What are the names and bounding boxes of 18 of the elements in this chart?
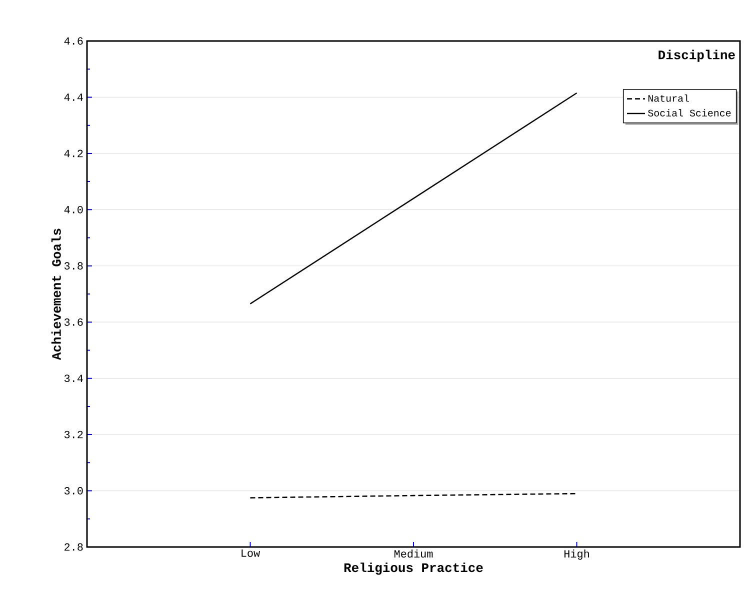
x-tick-label: High [564, 550, 589, 560]
y-tick-label: 2.8 [64, 543, 83, 551]
y-tick-label: 4.6 [64, 37, 83, 45]
y-tick-label: 3.4 [64, 374, 83, 382]
x-tick-label: Low [242, 550, 260, 557]
legend-label: Natural [648, 94, 689, 102]
y-axis-title: Achievement Goals [51, 228, 61, 360]
y-tick-label: 3.8 [64, 262, 83, 270]
y-tick-label: 4.4 [64, 94, 83, 101]
y-tick-label: 4.0 [64, 206, 83, 214]
x-tick-label: Medium [394, 550, 433, 558]
y-tick-label: 3.2 [64, 430, 83, 438]
y-tick-label: 3.6 [64, 318, 83, 326]
legend-label: Social Science [648, 109, 731, 116]
x-axis-title: Religious Practice [344, 562, 483, 575]
legend-title: Discipline [658, 50, 735, 62]
y-tick-label: 3.0 [64, 487, 83, 494]
y-tick-label: 4.2 [64, 150, 83, 158]
